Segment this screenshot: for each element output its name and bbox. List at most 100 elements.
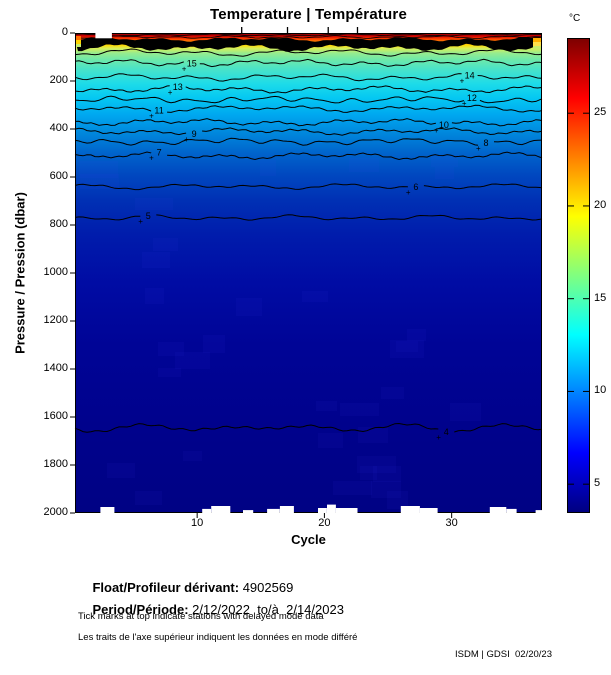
isotherm-contour-line <box>451 119 543 127</box>
bottom-data-gap <box>279 506 294 515</box>
footer-float-line: Float/Profileur dérivant: 4902569 <box>78 565 293 610</box>
colorbar-tick-label: 15 <box>594 291 607 304</box>
isotherm-contour-line <box>74 118 436 127</box>
isotherm-contour-line <box>493 139 543 146</box>
isotherm-contour-line <box>74 85 170 93</box>
isotherm-contour-line <box>185 85 542 94</box>
deep-water-mottle <box>142 252 170 268</box>
contour-label-anchor-mark: + <box>138 217 143 226</box>
colorbar-unit-label: °C <box>569 13 581 24</box>
y-tick-label: 200 <box>49 74 68 86</box>
footer-period-line: Period/Période: 2/12/2022 to/à 2/14/2023 <box>78 587 344 632</box>
warm-edge-patch <box>75 44 81 47</box>
x-tick-label: 30 <box>445 517 458 529</box>
isotherm-contour-line <box>479 97 543 104</box>
bottom-data-gap <box>535 510 542 515</box>
x-tick-label: 20 <box>318 517 331 529</box>
deep-water-mottle <box>135 491 162 505</box>
isotherm-contour-line <box>74 422 439 433</box>
contour-plot-area: 15 +14 +13 +12 +11 +10 +9 +8 +7 +6 +5 +4 + <box>70 27 543 518</box>
contour-label-anchor-mark: + <box>149 154 154 163</box>
isotherm-contour-label: 6 <box>413 182 418 192</box>
surface-isotherm-line <box>74 33 542 37</box>
deep-water-mottle <box>358 427 388 443</box>
contour-label-anchor-mark: + <box>168 88 173 97</box>
contour-label-anchor-mark: + <box>434 126 439 135</box>
bottom-data-gap <box>211 506 231 515</box>
contour-plot-svg: 15+14+13+12+11+10+9+ 8+7+6+5+4+ <box>70 27 543 518</box>
y-tick-label: 600 <box>49 170 68 182</box>
contour-label-anchor-mark: + <box>149 112 154 121</box>
period-value: 2/12/2022 to/à 2/14/2023 <box>188 602 344 617</box>
colorbar-tick-label: 20 <box>594 198 607 211</box>
isotherm-contour-line <box>74 183 408 191</box>
deep-water-mottle <box>371 481 401 498</box>
bottom-data-gap <box>100 507 115 515</box>
plot-border <box>75 33 542 513</box>
bottom-data-gap <box>267 508 280 515</box>
deep-water-mottle <box>107 463 135 478</box>
surface-data-gap <box>95 32 112 39</box>
isotherm-contour-label: 7 <box>157 148 162 158</box>
isotherm-contour-line <box>423 183 543 190</box>
isotherm-contour-line <box>74 59 184 67</box>
contour-label-anchor-mark: + <box>436 433 441 442</box>
warm-edge-patch <box>75 40 81 44</box>
float-number: 4902569 <box>239 580 294 595</box>
bottom-data-gap <box>335 508 358 515</box>
deep-water-mottle <box>381 387 404 399</box>
isotherm-contour-label: 5 <box>146 211 151 221</box>
deep-water-mottle <box>153 238 178 251</box>
deep-water-mottle <box>407 329 426 341</box>
contour-label-anchor-mark: + <box>406 188 411 197</box>
deep-water-mottle <box>450 403 481 421</box>
deep-water-mottle <box>302 291 328 302</box>
deep-water-mottle <box>318 433 343 448</box>
surface-isotherm-line <box>74 35 543 39</box>
y-tick-label: 2000 <box>43 506 68 518</box>
credit-text: ISDM | GDSI 02/20/23 <box>455 649 552 660</box>
deep-water-mottle <box>435 167 454 179</box>
isotherm-contour-label: 9 <box>192 129 197 139</box>
page-title: Temperature | Température <box>209 6 408 23</box>
isotherm-contour-label: 14 <box>465 70 475 80</box>
y-tick-label: 1600 <box>43 410 68 422</box>
isotherm-contour-label: 12 <box>467 93 477 103</box>
bottom-data-gap <box>506 508 517 515</box>
bottom-data-gap <box>327 504 336 515</box>
deep-water-mottle <box>396 341 418 352</box>
isotherm-contour-line <box>202 127 543 136</box>
period-label: Period/Période: <box>92 602 189 617</box>
deep-water-mottle <box>349 158 379 172</box>
deep-water-mottle <box>236 298 262 316</box>
deep-water-mottle <box>390 340 424 358</box>
contour-label-anchor-mark: + <box>460 76 465 85</box>
deep-water-mottle <box>203 335 225 353</box>
colorbar-tick-label: 25 <box>594 106 607 119</box>
colorbar-tick-label: 10 <box>594 384 607 397</box>
deep-water-mottle <box>158 342 184 356</box>
deep-water-mottle <box>80 174 119 189</box>
deep-water-mottle <box>260 160 276 176</box>
bottom-data-gap <box>489 507 507 515</box>
bottom-data-gap <box>243 510 254 515</box>
isotherm-contour-label: 8 <box>483 138 488 148</box>
deep-water-mottle <box>360 466 377 480</box>
bottom-data-gap <box>400 506 420 515</box>
isotherm-contour-line <box>74 48 543 57</box>
contour-label-anchor-mark: + <box>462 99 467 108</box>
isotherm-contour-label: 11 <box>154 106 163 116</box>
warm-edge-patch <box>533 42 542 46</box>
deep-water-mottle <box>333 481 372 495</box>
isotherm-contour-line <box>74 151 152 159</box>
contour-label-anchor-mark: + <box>182 64 187 73</box>
colorbar-ticks-svg <box>568 112 589 485</box>
deep-water-mottle <box>175 352 210 369</box>
deep-water-mottle <box>357 456 396 473</box>
deep-water-mottle <box>373 466 401 482</box>
warm-edge-patch <box>533 38 542 42</box>
y-tick-label: 800 <box>49 218 68 230</box>
dense-isotherm-band <box>75 37 542 52</box>
isotherm-contour-line <box>454 423 543 433</box>
deep-water-mottle <box>145 288 164 304</box>
